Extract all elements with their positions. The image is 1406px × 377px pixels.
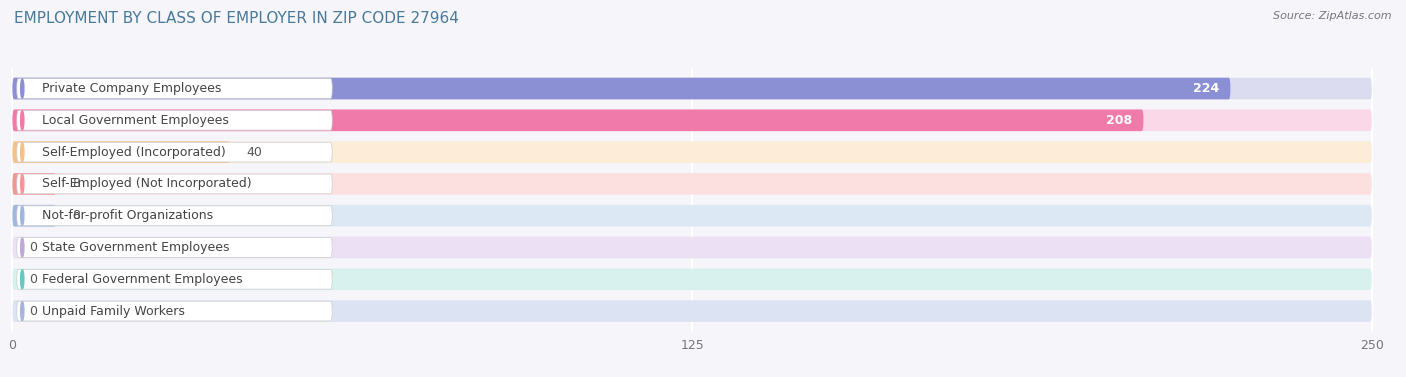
FancyBboxPatch shape (17, 142, 332, 162)
Text: 8: 8 (72, 209, 80, 222)
Text: Unpaid Family Workers: Unpaid Family Workers (42, 305, 186, 317)
Text: 208: 208 (1107, 114, 1133, 127)
Text: Local Government Employees: Local Government Employees (42, 114, 229, 127)
Text: Private Company Employees: Private Company Employees (42, 82, 222, 95)
Text: Self-Employed (Not Incorporated): Self-Employed (Not Incorporated) (42, 178, 252, 190)
FancyBboxPatch shape (17, 238, 332, 257)
FancyBboxPatch shape (17, 79, 332, 98)
Text: State Government Employees: State Government Employees (42, 241, 229, 254)
FancyBboxPatch shape (13, 205, 56, 227)
Text: Federal Government Employees: Federal Government Employees (42, 273, 243, 286)
Text: EMPLOYMENT BY CLASS OF EMPLOYER IN ZIP CODE 27964: EMPLOYMENT BY CLASS OF EMPLOYER IN ZIP C… (14, 11, 458, 26)
Circle shape (21, 175, 24, 193)
Text: Not-for-profit Organizations: Not-for-profit Organizations (42, 209, 214, 222)
Circle shape (21, 79, 24, 98)
Text: 8: 8 (72, 178, 80, 190)
FancyBboxPatch shape (13, 78, 1372, 99)
Circle shape (21, 206, 24, 225)
FancyBboxPatch shape (13, 141, 1372, 163)
FancyBboxPatch shape (13, 78, 1230, 99)
Text: 0: 0 (28, 305, 37, 317)
FancyBboxPatch shape (17, 174, 332, 194)
FancyBboxPatch shape (13, 237, 1372, 258)
FancyBboxPatch shape (13, 268, 1372, 290)
Text: Self-Employed (Incorporated): Self-Employed (Incorporated) (42, 146, 226, 159)
FancyBboxPatch shape (13, 300, 1372, 322)
Text: 0: 0 (28, 241, 37, 254)
Text: 0: 0 (28, 273, 37, 286)
Circle shape (21, 270, 24, 289)
Circle shape (21, 302, 24, 320)
Circle shape (21, 143, 24, 162)
FancyBboxPatch shape (13, 173, 1372, 195)
FancyBboxPatch shape (13, 141, 231, 163)
Text: 40: 40 (246, 146, 262, 159)
FancyBboxPatch shape (13, 173, 56, 195)
FancyBboxPatch shape (13, 109, 1143, 131)
FancyBboxPatch shape (17, 206, 332, 225)
FancyBboxPatch shape (13, 109, 1372, 131)
FancyBboxPatch shape (17, 110, 332, 130)
Circle shape (21, 111, 24, 130)
FancyBboxPatch shape (17, 270, 332, 289)
FancyBboxPatch shape (17, 301, 332, 321)
Text: Source: ZipAtlas.com: Source: ZipAtlas.com (1274, 11, 1392, 21)
Text: 224: 224 (1194, 82, 1219, 95)
Circle shape (21, 238, 24, 257)
FancyBboxPatch shape (13, 205, 1372, 227)
